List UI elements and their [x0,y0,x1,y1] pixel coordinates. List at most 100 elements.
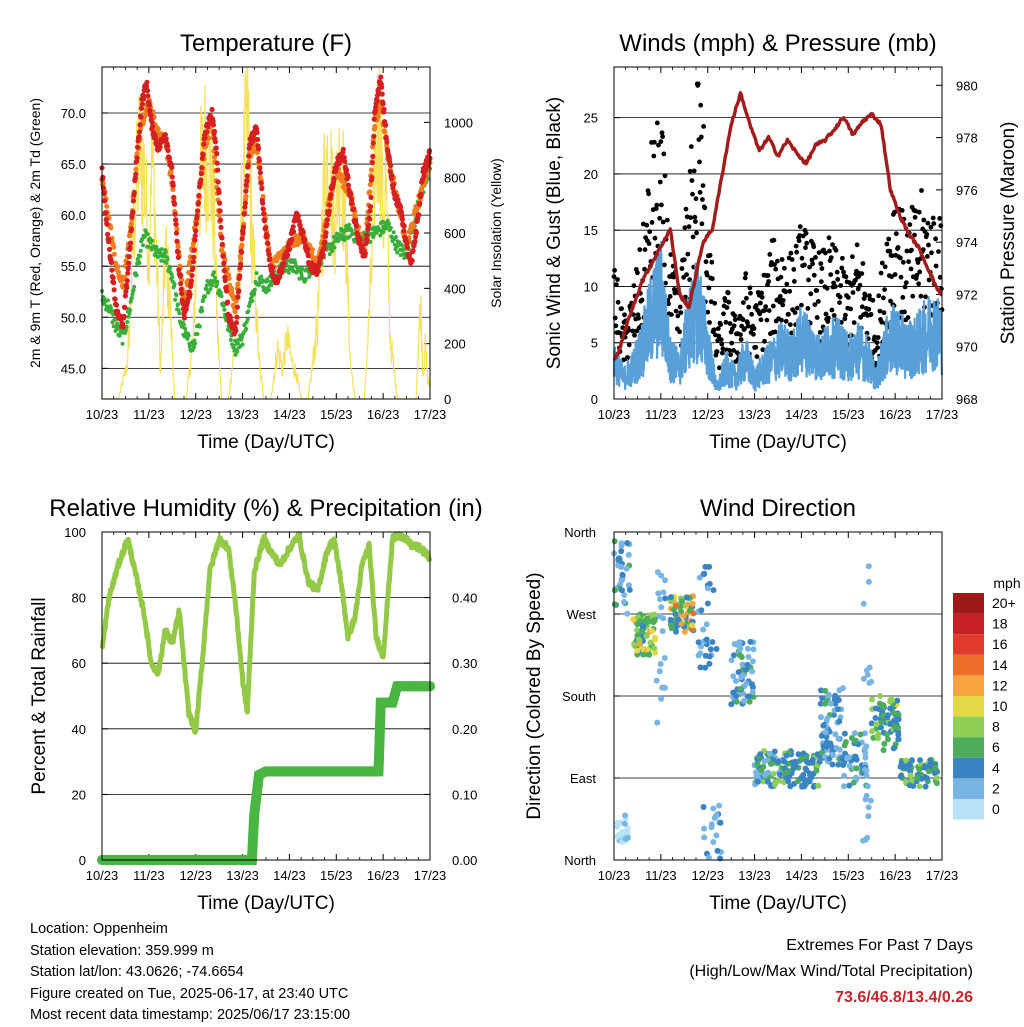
direction-point [681,628,688,635]
temp9m-point [232,309,238,315]
dewpoint-point [193,341,198,346]
temp2m-point [131,190,137,196]
gust-point [758,317,764,323]
temp2m-point [198,171,204,177]
gust-point [727,321,733,326]
legend-swatch [953,757,984,779]
gust-point [905,315,911,320]
direction-point [614,823,621,830]
temp2m-point [351,206,357,212]
humidity-ytick-label: 60 [72,656,86,671]
gust-point [686,224,692,230]
dewpoint-point [154,244,159,249]
gust-point [803,245,808,251]
gust-point [717,365,722,371]
gust-point [631,283,637,288]
temp2m-point [237,273,243,279]
gust-point [652,139,657,145]
gust-point [813,255,818,260]
dewpoint-point [244,326,249,331]
direction-point [781,765,788,772]
dewpoint-point [203,294,208,299]
precip-line [97,681,435,865]
dewpoint-point [138,254,143,259]
gust-point [698,134,704,140]
gust-point [881,310,887,316]
gust-point [677,329,682,335]
temp2m-point [244,178,250,184]
temp2m-point [409,258,415,264]
temp2m-point [300,229,306,235]
direction-point [874,733,881,740]
direction-point [622,835,629,842]
dewpoint-point [395,250,400,255]
gust-point [742,275,748,281]
temp2m-point [178,286,184,292]
temp2m-point [138,114,144,120]
dewpoint-point [172,282,177,286]
direction-point [813,767,820,774]
dewpoint-point [399,243,404,248]
temp2m-point [244,173,250,179]
humidity-xtick-label: 16/23 [367,868,400,883]
gust-point [884,241,890,247]
gust-point [728,352,733,358]
direction-point [706,660,713,667]
gust-point [797,224,803,230]
direction-point [835,706,841,713]
gust-point [778,274,784,280]
dewpoint-point [197,324,202,329]
gust-point [850,290,856,295]
temp2m-point [173,217,179,223]
temp2m-point [340,146,346,152]
temp9m-point [133,166,139,172]
gust-point [919,188,924,193]
dewpoint-point [149,247,154,252]
direction-point [740,697,747,704]
direction-point [917,757,924,764]
gust-point [688,215,694,221]
gust-point [693,196,699,202]
temp2m-point [193,228,199,234]
temp9m-point [368,167,374,173]
gust-point [613,323,619,329]
gust-point [888,298,893,304]
direction-point [743,680,750,687]
direction-point [809,756,816,763]
temp2m-point [242,200,248,206]
gust-point [749,311,754,317]
dewpoint-point [174,293,179,298]
direction-point [755,778,761,785]
legend-swatch [953,737,984,758]
temp2m-point [233,327,239,333]
direction-point [815,782,822,789]
dewpoint-point [345,228,350,233]
temp9m-point [382,129,388,135]
temp2m-point [178,281,184,287]
pressure-line [612,91,943,361]
temp2m-point [397,204,404,210]
humidity-y2tick-label: 0.40 [452,591,477,606]
temp2m-point [246,153,252,159]
gust-point [837,294,843,300]
dewpoint-point [371,233,376,238]
temp2m-point [221,260,227,266]
direction-point [885,736,891,743]
gust-point [930,215,936,221]
temp2m-point [279,268,285,274]
gust-point [807,264,812,270]
temp2m-point [373,104,379,110]
direction-point [640,651,647,658]
gust-point [738,332,743,338]
temp9m-point [243,193,249,199]
direction-point [710,805,717,812]
direction-point [711,815,718,821]
direction-point [799,782,806,789]
direction-point [800,750,807,757]
gust-point [762,307,768,313]
gust-point [699,221,705,227]
direction-point [638,628,645,635]
gust-point [809,257,815,263]
temp2m-point [103,216,109,223]
gust-point [642,266,647,272]
